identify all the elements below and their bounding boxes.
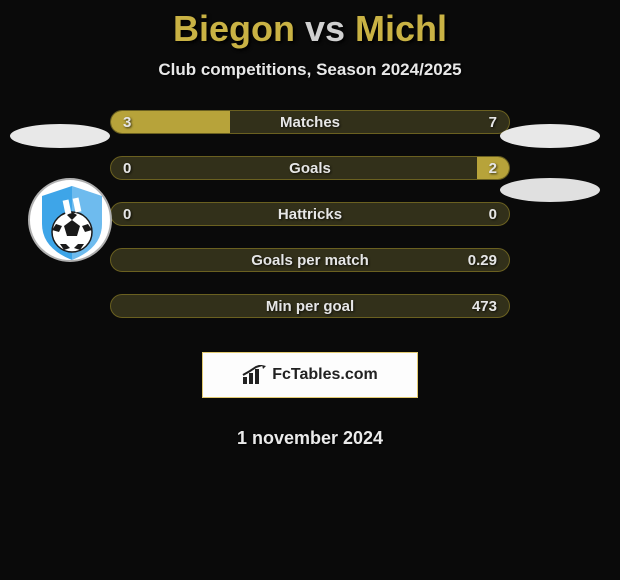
bar-chart-icon xyxy=(242,365,266,385)
brand-text: FcTables.com xyxy=(272,366,378,384)
stat-label: Min per goal xyxy=(111,295,509,318)
stat-right-value: 0.29 xyxy=(468,249,497,272)
stat-left-value: 3 xyxy=(123,111,131,134)
stat-label: Goals per match xyxy=(111,249,509,272)
stat-right-value: 0 xyxy=(489,203,497,226)
right-team-oval-mid xyxy=(500,178,600,202)
left-team-oval xyxy=(10,124,110,148)
right-team-oval-top xyxy=(500,124,600,148)
stat-label: Hattricks xyxy=(111,203,509,226)
comparison-bars: Matches37Goals02Hattricks00Goals per mat… xyxy=(110,110,510,340)
date-text: 1 november 2024 xyxy=(0,428,620,449)
vs-separator: vs xyxy=(305,8,345,49)
player1-name: Biegon xyxy=(173,8,295,49)
stat-label: Matches xyxy=(111,111,509,134)
stat-left-value: 0 xyxy=(123,157,131,180)
stat-row-hattricks: Hattricks0 0 xyxy=(110,202,510,226)
stat-row-min-per-goal: Min per goal473 xyxy=(110,294,510,318)
stat-label: Goals xyxy=(111,157,509,180)
subtitle: Club competitions, Season 2024/2025 xyxy=(0,60,620,80)
stat-right-value: 7 xyxy=(489,111,497,134)
stat-row-goals: Goals0 2 xyxy=(110,156,510,180)
club-logo xyxy=(28,178,112,262)
stat-right-value: 2 xyxy=(489,157,497,180)
brand-badge[interactable]: FcTables.com xyxy=(202,352,418,398)
stat-left-value: 0 xyxy=(123,203,131,226)
stat-row-matches: Matches3 7 xyxy=(110,110,510,134)
player2-name: Michl xyxy=(355,8,447,49)
stat-row-goals-per-match: Goals per match0.29 xyxy=(110,248,510,272)
page-title: Biegon vs Michl xyxy=(0,0,620,50)
stat-right-value: 473 xyxy=(472,295,497,318)
club-logo-svg xyxy=(30,180,112,262)
